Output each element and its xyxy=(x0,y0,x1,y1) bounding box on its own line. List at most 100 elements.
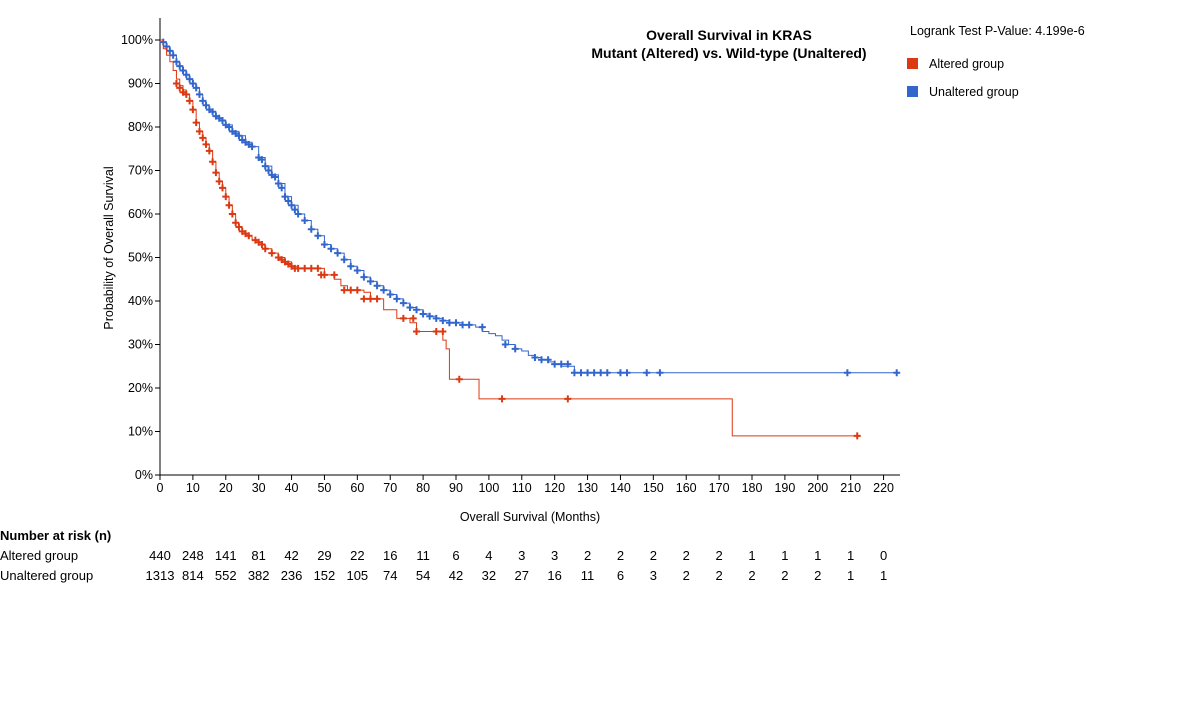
censor-mark xyxy=(172,80,180,87)
risk-table: Number at risk (n) Altered group 440 248 14… xyxy=(0,528,887,583)
censor-mark xyxy=(228,210,236,218)
survival-step-line xyxy=(160,39,897,374)
censor-mark xyxy=(413,306,421,314)
risk-value: 382 xyxy=(248,568,270,583)
censor-mark xyxy=(195,127,203,135)
risk-value: 552 xyxy=(215,568,237,583)
censor-mark xyxy=(182,90,190,98)
chart-title-line1: Overall Survival in KRAS xyxy=(646,27,812,43)
y-axis: 0% 10% 20% 30% 40% 50% 60% 70% 80% 90% 100% xyxy=(121,18,161,482)
censor-mark xyxy=(189,80,197,87)
censor-mark xyxy=(590,369,598,377)
y-tick-label: 40% xyxy=(128,294,153,308)
censor-mark xyxy=(261,162,269,170)
censor-mark xyxy=(320,271,328,279)
censor-mark xyxy=(271,173,279,181)
x-tick-label: 220 xyxy=(873,481,894,495)
risk-row-label: Unaltered group xyxy=(0,568,93,583)
censor-mark xyxy=(498,395,506,403)
censor-mark xyxy=(893,369,901,377)
censor-mark xyxy=(459,321,467,329)
risk-value: 42 xyxy=(449,568,463,583)
risk-value: 152 xyxy=(314,568,336,583)
y-tick-label: 60% xyxy=(128,207,153,221)
risk-value: 22 xyxy=(350,548,364,563)
y-tick-label: 80% xyxy=(128,120,153,134)
risk-value: 3 xyxy=(518,548,525,563)
risk-value: 2 xyxy=(683,548,690,563)
x-tick-label: 110 xyxy=(512,481,532,495)
censor-mark xyxy=(597,369,605,377)
x-tick-label: 140 xyxy=(610,481,631,495)
legend-swatch xyxy=(907,86,918,97)
censor-mark xyxy=(409,314,417,322)
y-tick-label: 0% xyxy=(135,468,153,482)
censor-mark xyxy=(235,132,243,140)
risk-value: 6 xyxy=(617,568,624,583)
legend-swatch xyxy=(907,58,918,69)
censor-mark xyxy=(452,319,460,327)
censor-mark xyxy=(360,273,368,281)
censor-mark xyxy=(202,140,210,148)
risk-value: 1 xyxy=(847,568,854,583)
censor-mark xyxy=(192,119,200,127)
series-unaltered xyxy=(159,38,901,377)
censor-mark xyxy=(314,264,322,272)
x-tick-label: 40 xyxy=(285,481,299,495)
x-tick-label: 100 xyxy=(478,481,499,495)
censor-mark xyxy=(347,262,355,270)
survival-step-line xyxy=(160,39,858,437)
censor-mark xyxy=(172,58,180,66)
censor-mark xyxy=(360,295,368,303)
censor-mark xyxy=(215,177,223,185)
risk-value: 2 xyxy=(683,568,690,583)
x-axis-label: Overall Survival (Months) xyxy=(460,510,600,524)
censor-mark xyxy=(570,369,578,377)
censor-mark xyxy=(393,295,401,303)
censor-mark xyxy=(656,369,664,377)
censor-mark xyxy=(209,158,217,166)
censor-mark xyxy=(843,369,851,377)
censor-mark xyxy=(366,295,374,303)
censor-mark xyxy=(281,193,289,201)
risk-value: 814 xyxy=(182,568,204,583)
censor-mark xyxy=(314,232,322,240)
censor-mark xyxy=(268,249,276,257)
censor-mark xyxy=(248,143,256,151)
censor-mark xyxy=(225,201,233,209)
risk-value: 1 xyxy=(880,568,887,583)
censor-mark xyxy=(189,106,197,114)
risk-value: 6 xyxy=(452,548,459,563)
x-tick-label: 0 xyxy=(157,481,164,495)
censor-mark xyxy=(439,327,447,335)
risk-value: 81 xyxy=(251,548,265,563)
censor-mark xyxy=(258,156,266,164)
censor-mark xyxy=(202,101,210,109)
censor-mark xyxy=(432,327,440,335)
censor-mark xyxy=(176,62,184,70)
censor-mark xyxy=(265,167,273,174)
censor-mark xyxy=(258,240,266,248)
censor-mark xyxy=(301,264,309,272)
x-tick-label: 10 xyxy=(186,481,200,495)
risk-value: 29 xyxy=(317,548,331,563)
censor-mark xyxy=(478,323,486,331)
risk-value: 4 xyxy=(485,548,492,563)
censor-mark xyxy=(205,147,213,155)
censor-mark xyxy=(301,217,309,225)
censor-mark xyxy=(511,345,519,353)
censor-mark xyxy=(616,369,624,377)
x-tick-label: 150 xyxy=(643,481,664,495)
y-tick-label: 30% xyxy=(128,338,153,352)
censor-mark xyxy=(551,360,559,368)
censor-mark xyxy=(366,277,374,285)
series-layer xyxy=(159,38,901,440)
risk-value: 74 xyxy=(383,568,397,583)
censor-mark xyxy=(538,356,546,364)
censor-mark xyxy=(212,169,220,177)
censor-mark xyxy=(406,304,414,312)
censor-mark xyxy=(261,245,269,253)
risk-value: 1 xyxy=(748,548,755,563)
risk-value: 141 xyxy=(215,548,237,563)
